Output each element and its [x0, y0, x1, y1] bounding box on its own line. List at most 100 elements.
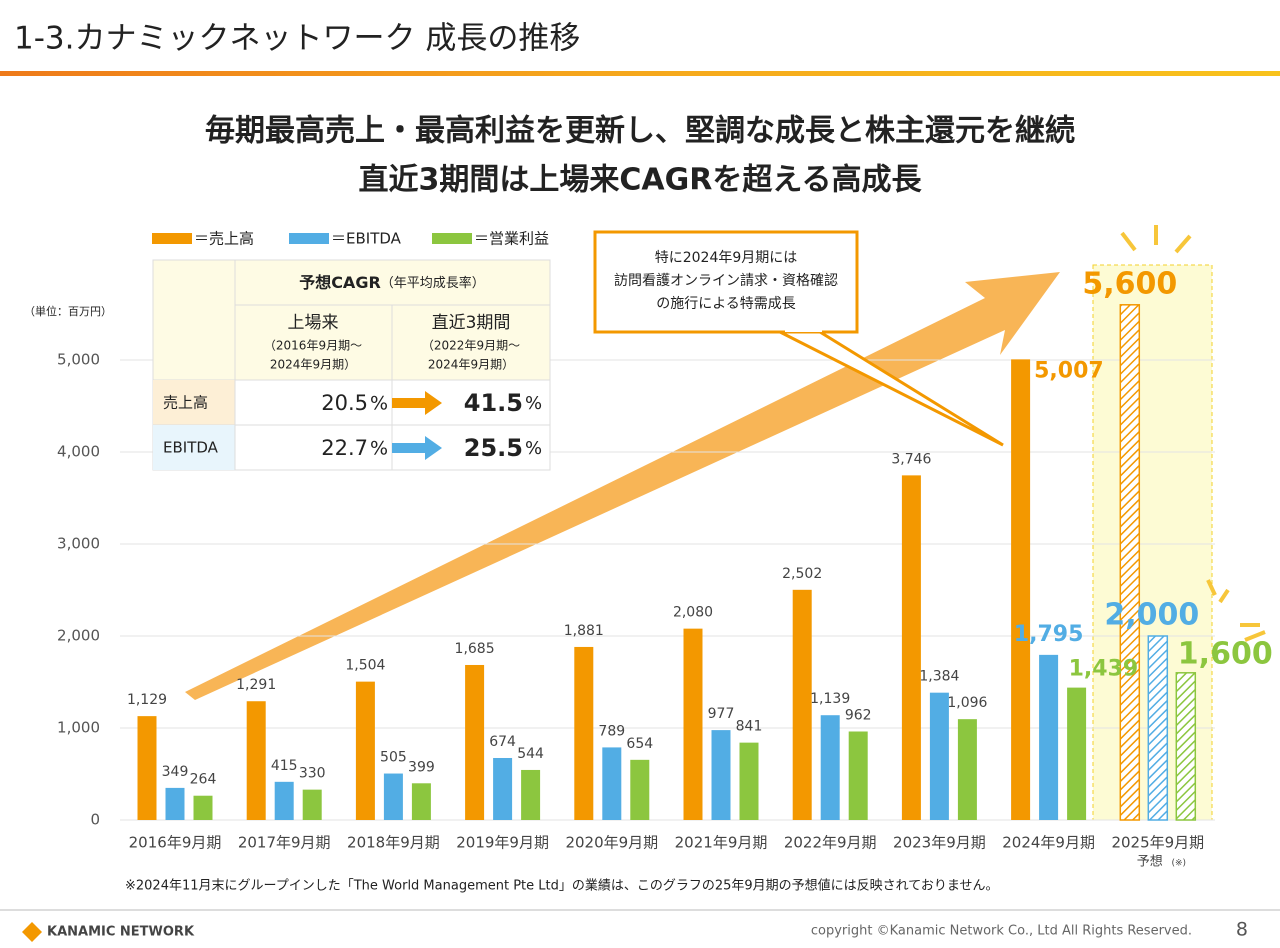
legend-swatch — [289, 233, 329, 244]
y-tick-label: 1,000 — [57, 719, 100, 737]
value-label-emph: 1,439 — [1069, 657, 1139, 682]
table-text: 22.7 — [321, 436, 368, 460]
x-tick-label: 2021年9月期 — [675, 834, 768, 852]
bar — [355, 681, 375, 820]
value-label-emph: 5,600 — [1082, 266, 1177, 301]
x-tick-label: 2022年9月期 — [784, 834, 877, 852]
bar — [493, 757, 513, 820]
bar — [574, 646, 594, 820]
bar — [137, 716, 157, 820]
forecast-label: 予想 — [1137, 854, 1163, 870]
value-label: 264 — [190, 772, 217, 788]
bar — [411, 783, 431, 820]
bar — [630, 759, 650, 820]
bar — [602, 747, 622, 820]
bar — [302, 789, 322, 820]
bar — [1011, 359, 1031, 820]
callout-text: 特に2024年9月期には — [655, 250, 798, 266]
table-text: （2022年9月期～ — [422, 339, 520, 353]
value-label: 674 — [489, 734, 516, 750]
table — [152, 259, 551, 471]
headline: 直近3期間は上場来CAGRを超える高成長 — [359, 163, 923, 198]
value-label: 789 — [598, 723, 625, 739]
x-tick-label: 2025年9月期 — [1111, 834, 1204, 852]
bar — [521, 769, 541, 820]
y-tick-label: 5,000 — [57, 351, 100, 369]
bar — [1039, 654, 1059, 820]
bar — [383, 773, 403, 820]
value-label: 2,080 — [673, 605, 713, 621]
bar — [683, 628, 703, 820]
value-label: 962 — [845, 707, 872, 723]
x-tick-label: 2024年9月期 — [1002, 834, 1095, 852]
table-text: 2024年9月期） — [270, 358, 356, 372]
header-rule — [0, 71, 1280, 76]
bar — [901, 475, 921, 820]
table-text: （2016年9月期～ — [264, 339, 362, 353]
value-label: 654 — [626, 736, 653, 752]
value-label: 2,502 — [782, 566, 822, 582]
table-text: 41.5 — [464, 389, 523, 417]
x-tick-label: 2018年9月期 — [347, 834, 440, 852]
y-tick-label: 0 — [90, 811, 100, 829]
x-tick-label: 2019年9月期 — [456, 834, 549, 852]
bar — [165, 787, 185, 820]
value-label: 349 — [162, 764, 189, 780]
value-label: 1,291 — [236, 677, 276, 693]
bar — [711, 730, 731, 820]
value-label: 505 — [380, 750, 407, 766]
unit-label: （単位：百万円） — [24, 304, 112, 318]
page-title: 1-3.カナミックネットワーク 成長の推移 — [14, 21, 580, 57]
value-label: 1,139 — [810, 691, 850, 707]
table-text: EBITDA — [163, 439, 219, 457]
y-tick-label: 2,000 — [57, 627, 100, 645]
table-text: 上場来 — [288, 313, 339, 333]
bar — [465, 664, 485, 820]
value-label: 3,746 — [891, 451, 931, 467]
legend-label: ＝営業利益 — [474, 230, 549, 248]
legend-label: ＝売上高 — [194, 230, 254, 248]
page-number: 8 — [1236, 919, 1248, 941]
headline: 毎期最高売上・最高利益を更新し、堅調な成長と株主還元を継続 — [205, 114, 1075, 149]
x-tick-label: 2020年9月期 — [565, 834, 658, 852]
value-label: 841 — [736, 719, 763, 735]
value-label: 1,504 — [345, 658, 385, 674]
callout-text: 訪問看護オンライン請求・資格確認 — [614, 273, 838, 289]
value-label-emph: 1,600 — [1178, 636, 1273, 671]
bar — [193, 795, 213, 820]
copyright: copyright ©Kanamic Network Co., Ltd All … — [811, 924, 1192, 939]
value-label-emph: 2,000 — [1104, 598, 1199, 633]
legend-swatch — [152, 233, 192, 244]
table-text: 2024年9月期） — [428, 358, 514, 372]
table-text: 直近3期間 — [432, 313, 511, 333]
callout-box — [593, 230, 859, 334]
bar — [739, 742, 759, 820]
bar — [1067, 687, 1087, 820]
value-label: 1,096 — [947, 695, 987, 711]
logo-mark — [22, 922, 42, 942]
legend-swatch — [432, 233, 472, 244]
value-label: 1,384 — [919, 669, 959, 685]
y-tick-label: 4,000 — [57, 443, 100, 461]
bar — [1175, 672, 1197, 821]
bar — [1119, 304, 1141, 821]
bar — [274, 781, 294, 820]
table-text: % — [370, 393, 388, 415]
value-label: 1,129 — [127, 692, 167, 708]
table-text: 売上高 — [163, 394, 208, 412]
value-label: 399 — [408, 759, 435, 775]
bar — [929, 692, 949, 820]
table-text: % — [525, 393, 542, 414]
table-text: 25.5 — [464, 434, 523, 462]
table-text: 20.5 — [321, 391, 368, 415]
callout-text: の施行による特需成長 — [656, 296, 796, 312]
value-label: 330 — [299, 766, 326, 782]
growth-arrow — [185, 272, 1060, 700]
bar — [848, 731, 868, 820]
bar — [246, 701, 266, 820]
table-text: % — [370, 438, 388, 460]
table-title: 予想CAGR（年平均成長率） — [299, 273, 485, 292]
value-label: 977 — [708, 706, 735, 722]
logo: KANAMIC NETWORK — [47, 925, 195, 940]
